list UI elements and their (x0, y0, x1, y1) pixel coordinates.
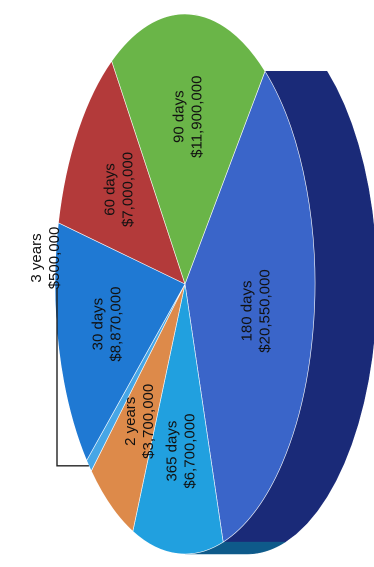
slice-label-3-years: 3 years (28, 233, 45, 282)
slice-value-365-days: $6,700,000 (181, 414, 198, 489)
slice-label-2-years: 2 years (122, 397, 139, 446)
slice-30-days (54, 222, 186, 462)
slice-180-days (184, 70, 316, 543)
slice-365-days (132, 283, 224, 555)
label-group-365-days: 365 days $6,700,000 (163, 414, 198, 489)
leader-line-3-years (56, 288, 89, 467)
slice-60-days (58, 60, 186, 285)
slice-value-2-years: $3,700,000 (140, 384, 157, 459)
slice-label-365-days: 365 days (163, 421, 180, 482)
slice-label-180-days: 180 days (238, 281, 255, 342)
label-group-30-days: 30 days $8,870,000 (90, 287, 125, 362)
label-group-2-years: 2 years $3,700,000 (122, 384, 157, 459)
slice-label-30-days: 30 days (90, 298, 107, 351)
leader-lines (56, 288, 89, 467)
slice-90-days (111, 13, 266, 285)
label-group-60-days: 60 days $7,000,000 (102, 152, 137, 227)
slice-value-3-years: $500,000 (46, 227, 63, 290)
label-group-180-days: 180 days $20,550,000 (238, 269, 273, 352)
pie-top-layer (54, 13, 316, 555)
slice-value-30-days: $8,870,000 (108, 287, 125, 362)
slice-value-60-days: $7,000,000 (120, 152, 137, 227)
slice-label-60-days: 60 days (102, 163, 119, 216)
label-group-3-years: 3 years $500,000 (28, 227, 63, 290)
slice-value-90-days: $11,900,000 (189, 76, 206, 158)
slice-label-90-days: 90 days (171, 90, 188, 143)
label-group-90-days: 90 days $11,900,000 (171, 76, 206, 158)
slice-value-180-days: $20,550,000 (256, 269, 273, 352)
